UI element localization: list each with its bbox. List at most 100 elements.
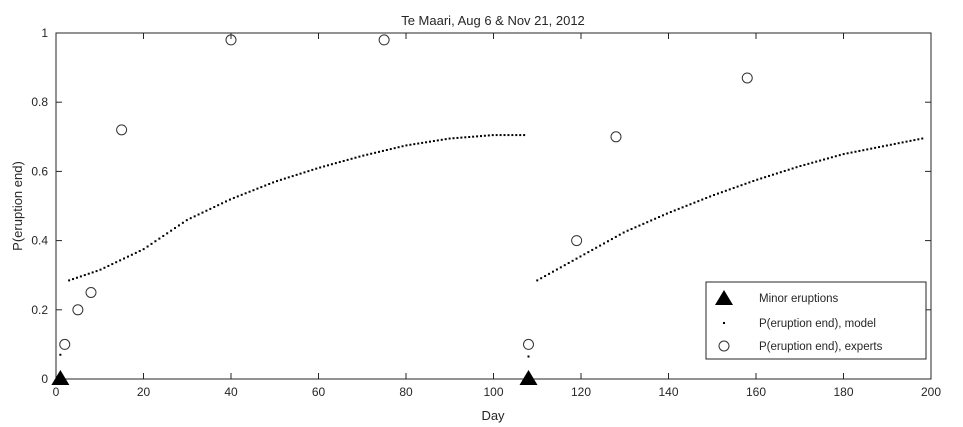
model-dot	[264, 184, 267, 187]
model-dot	[72, 278, 75, 281]
x-tick-label: 160	[746, 385, 766, 399]
model-dot	[571, 259, 574, 262]
model-dot	[575, 257, 578, 260]
model-dot	[866, 148, 869, 151]
model-dot	[79, 275, 82, 278]
model-dot	[815, 160, 818, 163]
model-dot	[563, 264, 566, 267]
model-dot	[174, 227, 177, 230]
model-dot	[527, 355, 530, 358]
model-dot	[456, 136, 459, 139]
model-dot	[756, 178, 759, 181]
model-dot	[205, 209, 208, 212]
model-dot	[279, 178, 282, 181]
model-dot	[197, 213, 200, 216]
x-tick-label: 100	[483, 385, 503, 399]
model-dot	[291, 175, 294, 178]
model-dot	[299, 172, 302, 175]
model-dot	[452, 137, 455, 140]
model-dot	[401, 145, 404, 148]
model-dot	[252, 189, 255, 192]
model-dot	[579, 255, 582, 258]
model-dot	[479, 135, 482, 138]
model-dot	[91, 271, 94, 274]
model-dot	[681, 206, 684, 209]
model-dot	[362, 154, 365, 157]
model-dot	[487, 134, 490, 137]
model-dot	[803, 163, 806, 166]
model-dot	[536, 279, 539, 282]
model-dot	[807, 162, 810, 165]
model-dot	[107, 264, 110, 267]
model-dot	[878, 146, 881, 149]
model-dot	[921, 137, 924, 140]
y-tick-label: 0	[41, 372, 48, 386]
expert-point	[116, 124, 128, 136]
model-dot	[858, 149, 861, 152]
model-dot	[870, 147, 873, 150]
legend-marker-model	[723, 322, 725, 324]
model-dot	[846, 152, 849, 155]
model-dot	[893, 142, 896, 145]
model-dot	[483, 134, 486, 137]
model-dot	[622, 231, 625, 234]
legend-marker-experts	[718, 340, 730, 352]
model-dot	[491, 134, 494, 137]
model-dot	[862, 149, 865, 152]
model-dot	[209, 207, 212, 210]
model-dot	[905, 140, 908, 143]
model-dot	[499, 134, 502, 137]
model-dot	[83, 274, 86, 277]
legend-box	[705, 281, 927, 360]
model-dot	[327, 164, 330, 167]
y-tick-label: 0.4	[31, 234, 48, 248]
model-dot	[544, 275, 547, 278]
model-dot	[338, 161, 341, 164]
model-dot	[385, 148, 388, 151]
model-dot	[154, 240, 157, 243]
model-dot	[323, 165, 326, 168]
model-dot	[409, 143, 412, 146]
eruption-marker	[51, 370, 70, 385]
model-dot	[134, 251, 137, 254]
x-tick-label: 120	[571, 385, 591, 399]
expert-point	[571, 235, 583, 247]
model-dot	[642, 222, 645, 225]
model-dot	[87, 272, 90, 275]
model-dot	[393, 147, 396, 150]
model-dot	[764, 176, 767, 179]
model-dot	[354, 156, 357, 159]
model-dot	[555, 268, 558, 271]
expert-point	[610, 131, 622, 143]
model-dot	[913, 139, 916, 142]
model-dot	[232, 196, 235, 199]
expert-point	[85, 287, 97, 298]
model-dot	[540, 277, 543, 280]
x-tick-label: 20	[137, 385, 151, 399]
model-dot	[417, 142, 420, 145]
model-dot	[177, 224, 180, 227]
model-dot	[705, 197, 708, 200]
model-dot	[591, 248, 594, 251]
model-dot	[225, 200, 228, 203]
y-axis-title: P(eruption end)	[10, 161, 25, 251]
model-dot	[68, 279, 71, 282]
model-dot	[787, 168, 790, 171]
model-dot	[783, 169, 786, 172]
model-dot	[618, 233, 621, 236]
model-dot	[295, 173, 298, 176]
model-dot	[421, 141, 424, 144]
model-dot	[389, 148, 392, 151]
model-dot	[519, 134, 522, 137]
model-dot	[874, 146, 877, 149]
model-dot	[115, 261, 118, 264]
model-dot	[476, 135, 479, 138]
model-dot	[75, 276, 78, 279]
x-tick-label: 40	[224, 385, 238, 399]
model-dot	[885, 144, 888, 147]
model-dot	[425, 141, 428, 144]
model-dot	[460, 136, 463, 139]
model-dot	[307, 170, 310, 173]
eruption-marker	[519, 370, 538, 385]
model-dot	[630, 227, 633, 230]
